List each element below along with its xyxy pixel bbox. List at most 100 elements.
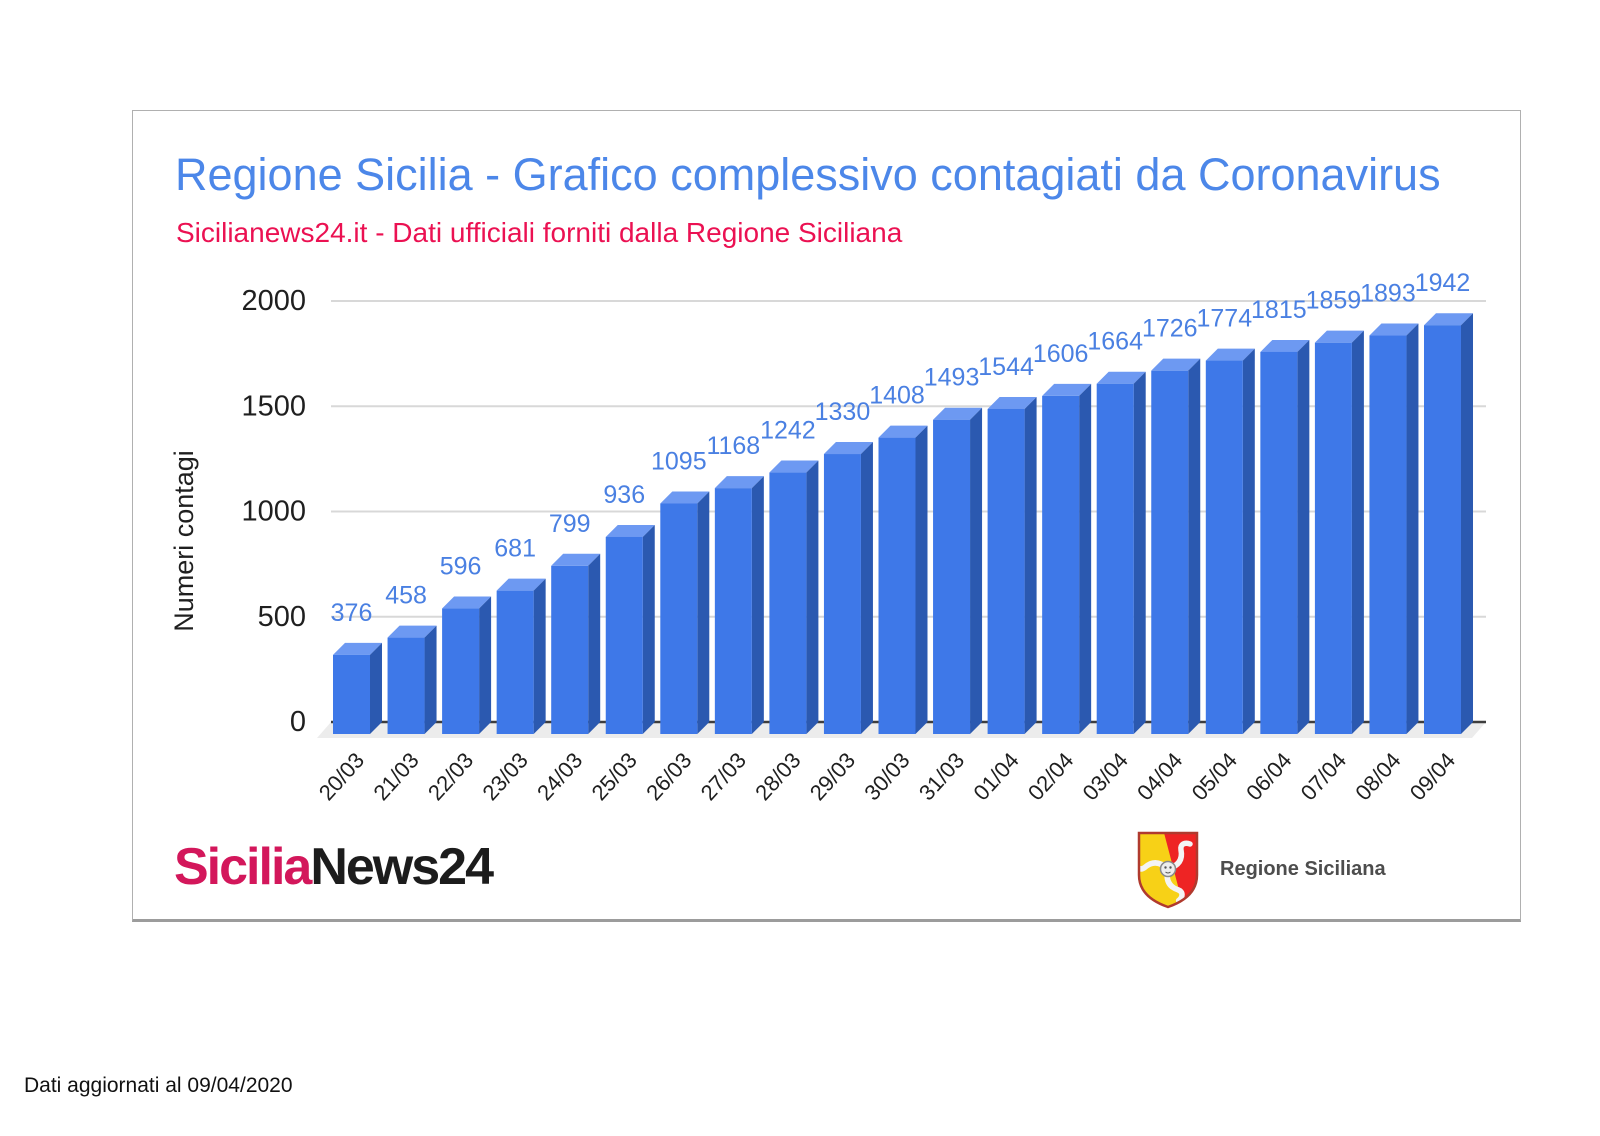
bar-top-face xyxy=(1424,313,1473,326)
x-tick-label: 25/03 xyxy=(587,748,642,806)
bar-side-face xyxy=(860,442,873,734)
logo-news24-text: News24 xyxy=(310,838,494,896)
bar-side-face xyxy=(751,476,764,734)
bar-side-face xyxy=(1079,383,1092,734)
bar-top-face xyxy=(714,476,764,489)
bar-07/04 xyxy=(1314,330,1364,734)
bar-24/03 xyxy=(551,553,601,734)
bar-side-face xyxy=(588,553,601,734)
bar-value-label: 1095 xyxy=(651,448,707,476)
bar-side-face xyxy=(479,596,492,734)
bar-side-face xyxy=(806,460,819,734)
bar-value-label: 936 xyxy=(603,481,645,509)
bar-top-face xyxy=(1042,383,1092,396)
bar-30/03 xyxy=(878,425,928,734)
bar-top-face xyxy=(1369,323,1419,336)
bar-front-face xyxy=(1151,370,1189,734)
bar-value-label: 1664 xyxy=(1087,328,1143,356)
chart-card: Regione Sicilia - Grafico complessivo co… xyxy=(132,110,1521,922)
x-tick-label: 05/04 xyxy=(1187,748,1242,806)
x-tick-label: 09/04 xyxy=(1405,748,1460,806)
bar-value-label: 458 xyxy=(385,582,427,610)
bar-front-face xyxy=(442,608,480,734)
bar-top-face xyxy=(660,491,710,504)
bar-front-face xyxy=(1096,383,1134,734)
bar-top-face xyxy=(551,553,601,566)
y-tick-label: 1000 xyxy=(241,496,306,528)
bar-side-face xyxy=(1188,358,1201,734)
bar-22/03 xyxy=(442,596,492,734)
x-tick-label: 01/04 xyxy=(968,748,1023,806)
bar-09/04 xyxy=(1424,313,1473,734)
bar-23/03 xyxy=(496,578,546,734)
bar-top-face xyxy=(1260,339,1310,352)
bar-value-label: 1893 xyxy=(1360,280,1416,308)
bar-side-face xyxy=(697,491,710,734)
bar-front-face xyxy=(551,565,589,734)
regione-siciliana-label: Regione Siciliana xyxy=(1220,857,1386,880)
bar-28/03 xyxy=(769,460,819,734)
bar-top-face xyxy=(823,442,873,455)
bar-front-face xyxy=(769,472,807,734)
x-tick-label: 29/03 xyxy=(805,748,860,806)
bar-side-face xyxy=(915,425,928,734)
bar-value-label: 1330 xyxy=(815,398,871,426)
x-tick-label: 26/03 xyxy=(641,748,696,806)
bar-value-label: 1815 xyxy=(1251,296,1307,324)
bar-top-face xyxy=(605,524,655,537)
x-tick-label: 27/03 xyxy=(696,748,751,806)
x-tick-label: 24/03 xyxy=(532,748,587,806)
bar-value-label: 1408 xyxy=(869,382,925,410)
bar-top-face xyxy=(496,578,546,591)
bar-top-face xyxy=(1096,371,1146,384)
crest-shield xyxy=(1139,833,1197,907)
regione-siciliana-logo: Regione Siciliana xyxy=(1136,829,1386,909)
y-tick-label: 500 xyxy=(258,601,306,633)
y-axis-title: Numeri contagi xyxy=(169,450,199,632)
bar-top-face xyxy=(878,425,928,438)
bar-31/03 xyxy=(933,407,983,734)
bar-03/04 xyxy=(1096,371,1146,734)
bar-value-label: 1242 xyxy=(760,417,816,445)
bar-front-face xyxy=(660,503,698,734)
bar-value-label: 1606 xyxy=(1033,340,1089,368)
bar-front-face xyxy=(387,637,425,734)
bar-front-face xyxy=(496,590,534,734)
bar-26/03 xyxy=(660,491,710,734)
bar-20/03 xyxy=(333,642,382,734)
bar-side-face xyxy=(1461,313,1473,734)
x-tick-label: 23/03 xyxy=(477,748,532,806)
x-tick-label: 22/03 xyxy=(423,748,478,806)
bar-side-face xyxy=(1297,339,1310,734)
bar-front-face xyxy=(333,654,370,734)
regione-siciliana-crest-icon xyxy=(1137,831,1199,909)
x-tick-label: 04/04 xyxy=(1132,748,1187,806)
bar-front-face xyxy=(987,408,1025,734)
bar-front-face xyxy=(823,454,861,734)
bar-29/03 xyxy=(823,442,873,734)
bar-value-label: 1859 xyxy=(1306,287,1362,315)
bar-side-face xyxy=(1024,396,1037,734)
bar-value-label: 376 xyxy=(331,599,373,627)
bar-front-face xyxy=(1369,335,1407,734)
bar-front-face xyxy=(1314,342,1352,734)
bar-value-label: 1726 xyxy=(1142,315,1198,343)
bar-front-face xyxy=(1042,395,1080,734)
x-tick-label: 21/03 xyxy=(368,748,423,806)
bar-front-face xyxy=(1424,325,1461,734)
x-tick-label: 07/04 xyxy=(1296,748,1351,806)
bar-top-face xyxy=(333,642,382,655)
x-tick-label: 20/03 xyxy=(314,748,369,806)
x-tick-label: 06/04 xyxy=(1241,748,1296,806)
bar-05/04 xyxy=(1205,348,1255,734)
bar-top-face xyxy=(442,596,492,609)
y-tick-label: 1500 xyxy=(241,390,306,422)
bar-02/04 xyxy=(1042,383,1092,734)
bar-side-face xyxy=(642,524,655,734)
bar-top-face xyxy=(1151,358,1201,371)
bar-value-label: 596 xyxy=(440,553,482,581)
bar-top-face xyxy=(387,625,437,638)
x-tick-label: 30/03 xyxy=(859,748,914,806)
y-tick-label: 0 xyxy=(290,706,306,738)
